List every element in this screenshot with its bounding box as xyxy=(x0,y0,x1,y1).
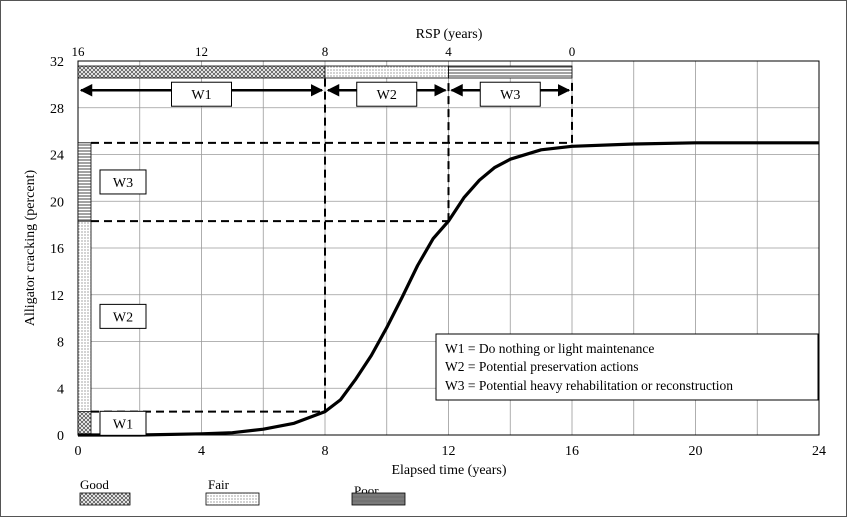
condition-legend-poor-swatch xyxy=(351,492,406,506)
time-window-label-box xyxy=(171,81,232,107)
x-tick-label: 0 xyxy=(75,444,82,459)
y-tick-label: 0 xyxy=(57,429,64,444)
x-tick-label: 16 xyxy=(565,444,579,459)
y-tick-label: 12 xyxy=(50,289,64,304)
x-tick-label: 4 xyxy=(198,444,205,459)
y-tick-label: 24 xyxy=(50,149,64,164)
condition-band-label-box xyxy=(99,410,147,436)
x-tick-label: 8 xyxy=(322,444,329,459)
y-tick-label: 16 xyxy=(50,242,64,257)
top-tick-label: 4 xyxy=(445,44,452,59)
y-tick-label: 20 xyxy=(50,195,64,210)
legend-entry-w3: W3 = Potential heavy rehabilitation or r… xyxy=(445,378,733,393)
condition-band-bar xyxy=(77,220,92,413)
legend: W1 = Do nothing or light maintenance W2 … xyxy=(435,333,819,401)
cracking-curve xyxy=(78,141,819,437)
time-window-bar xyxy=(77,65,326,79)
top-tick-label: 8 xyxy=(322,44,329,59)
condition-band-label-text: W2 xyxy=(113,310,133,325)
condition-band-bar xyxy=(77,411,92,436)
x-tick-label: 24 xyxy=(812,444,826,459)
legend-entry-w1: W1 = Do nothing or light maintenance xyxy=(445,341,654,356)
condition-band-label-box xyxy=(99,169,147,195)
top-tick-label: 12 xyxy=(195,44,208,59)
y-tick-label: 32 xyxy=(50,55,64,70)
condition-band-label-text: W3 xyxy=(113,176,133,191)
condition-legend-fair-swatch xyxy=(205,492,260,506)
threshold-dashed-lines xyxy=(91,78,573,413)
top-tick-label: 16 xyxy=(72,44,86,59)
time-window-bar xyxy=(324,65,449,79)
top-axis-label: RSP (years) xyxy=(416,27,483,42)
time-window-label-box xyxy=(356,81,418,107)
y-tick-label: 28 xyxy=(50,102,64,117)
y-tick-label: 8 xyxy=(57,336,64,351)
time-window-label-text: W1 xyxy=(191,88,211,103)
condition-legend-good-label: Good xyxy=(80,477,109,492)
condition-legend-fair-label: Fair xyxy=(208,477,230,492)
condition-legend-good-swatch xyxy=(79,492,131,506)
top-tick-label: 0 xyxy=(569,44,576,59)
x-axis-label: Elapsed time (years) xyxy=(391,463,506,478)
time-window-label-text: W2 xyxy=(377,88,397,103)
x-tick-label: 12 xyxy=(442,444,456,459)
time-window-label-text: W3 xyxy=(500,88,520,103)
condition-band-bars xyxy=(77,142,92,436)
condition-band-bar xyxy=(77,142,92,222)
cracking-curve-line xyxy=(78,141,819,437)
legend-box xyxy=(435,333,819,401)
condition-band-label-box xyxy=(99,303,147,329)
time-window-label-box xyxy=(479,81,541,107)
legend-entry-w2: W2 = Potential preservation actions xyxy=(445,359,639,374)
y-axis-label: Alligator cracking (percent) xyxy=(23,170,38,327)
time-window-bars xyxy=(77,65,573,79)
condition-legend: Good Fair Poor xyxy=(79,477,406,506)
time-window-bar xyxy=(448,65,573,79)
y-tick-label: 4 xyxy=(57,382,64,397)
window-labels: W1 W2 W3 W1 W2 W3 xyxy=(99,81,541,436)
tick-labels: 0 4 8 12 16 20 24 0 4 8 12 16 20 24 28 32 16 12 8 4 0 xyxy=(50,44,826,459)
x-tick-label: 20 xyxy=(689,444,703,459)
condition-band-label-text: W1 xyxy=(113,417,133,432)
